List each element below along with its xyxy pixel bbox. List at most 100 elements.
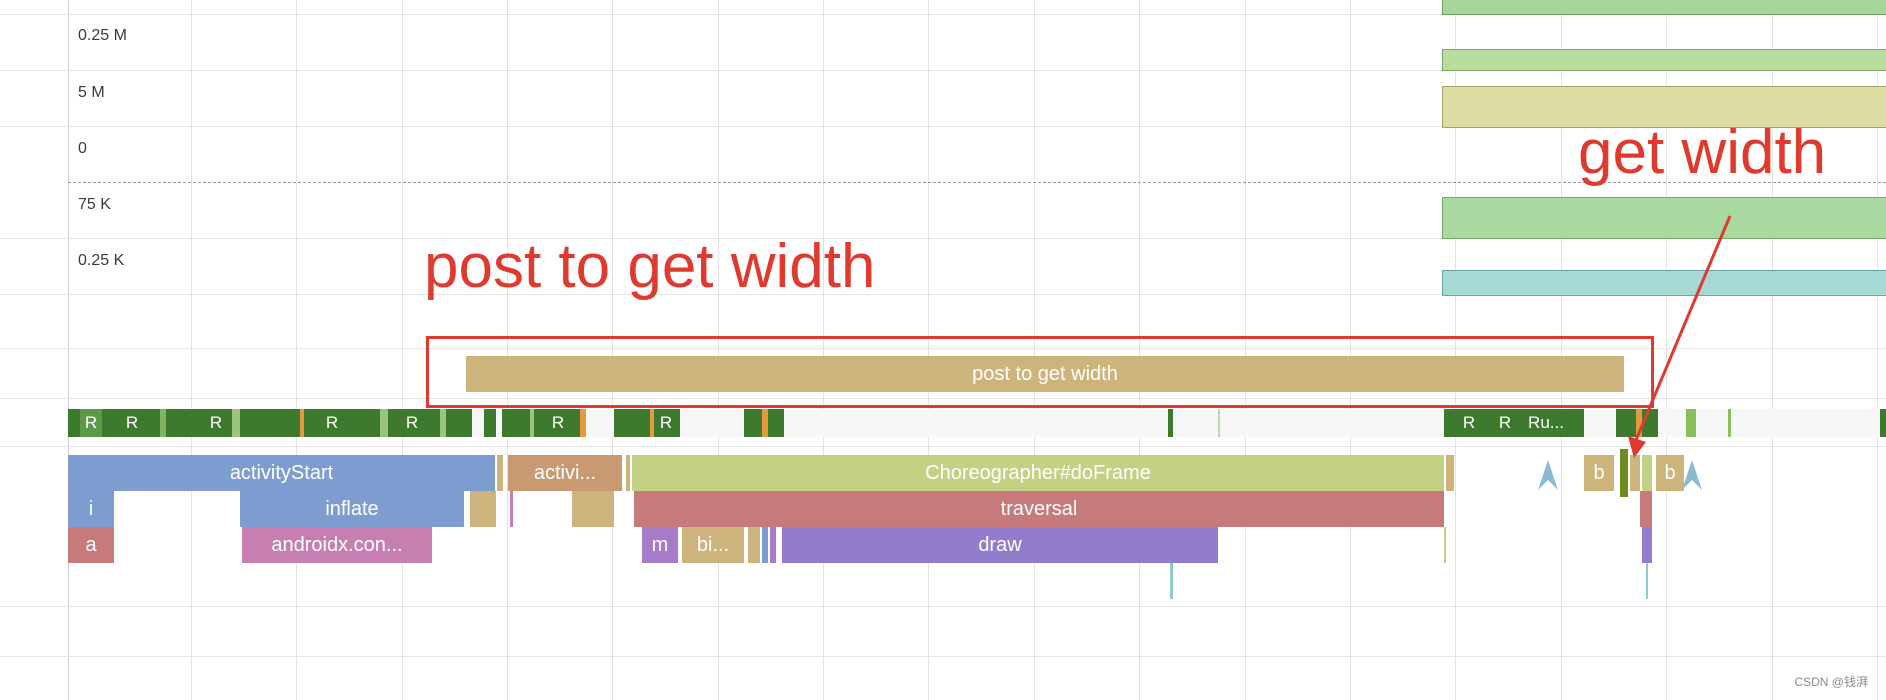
state-runnable[interactable] bbox=[1686, 409, 1696, 437]
grid-line bbox=[191, 0, 192, 700]
flow-arrow-icon[interactable] bbox=[1536, 458, 1560, 492]
slice-small[interactable] bbox=[510, 491, 513, 527]
grid-line bbox=[507, 0, 508, 700]
counter-bar[interactable] bbox=[1442, 0, 1886, 15]
row-separator bbox=[0, 14, 1886, 15]
row-separator bbox=[0, 446, 1886, 447]
slice-small[interactable] bbox=[497, 455, 503, 491]
state-running[interactable] bbox=[1880, 409, 1886, 437]
state-runnable[interactable] bbox=[650, 409, 656, 437]
state-label: R bbox=[1494, 409, 1516, 437]
annotation-highlight-box bbox=[426, 336, 1654, 408]
state-label: R bbox=[204, 409, 228, 437]
state-runnable[interactable] bbox=[440, 409, 446, 437]
state-running[interactable] bbox=[1168, 409, 1173, 437]
slice-inflate[interactable]: inflate bbox=[240, 491, 464, 527]
axis-label: 0 bbox=[78, 140, 87, 157]
grid-line bbox=[612, 0, 613, 700]
axis-label: 0.25 M bbox=[78, 27, 127, 44]
slice-b[interactable]: b bbox=[1656, 455, 1684, 491]
grid-line bbox=[1772, 0, 1773, 700]
slice-small[interactable] bbox=[572, 491, 614, 527]
axis-label: 75 K bbox=[78, 196, 111, 213]
axis-label: 5 M bbox=[78, 84, 105, 101]
grid-line bbox=[1245, 0, 1246, 700]
grid-line bbox=[1877, 0, 1878, 700]
row-separator bbox=[0, 656, 1886, 657]
state-runnable[interactable] bbox=[580, 409, 586, 437]
grid-line bbox=[1350, 0, 1351, 700]
grid-line bbox=[296, 0, 297, 700]
slice-small[interactable] bbox=[1642, 527, 1652, 563]
grid-line bbox=[1139, 0, 1140, 700]
counter-baseline bbox=[68, 182, 1886, 183]
slice-bi[interactable]: bi... bbox=[682, 527, 744, 563]
slice-small[interactable] bbox=[1642, 455, 1652, 491]
row-separator bbox=[0, 348, 1886, 349]
state-runnable[interactable] bbox=[762, 409, 768, 437]
state-runnable[interactable] bbox=[160, 409, 166, 437]
counter-bar[interactable] bbox=[1442, 270, 1886, 296]
slice-activity-truncated[interactable]: activi... bbox=[508, 455, 622, 491]
slice-small[interactable] bbox=[1446, 455, 1454, 491]
axis-label: 0.25 K bbox=[78, 252, 125, 269]
state-label: R bbox=[1458, 409, 1480, 437]
slice-activity-start[interactable]: activityStart bbox=[68, 455, 495, 491]
state-label: R bbox=[654, 409, 678, 437]
state-runnable[interactable] bbox=[1218, 409, 1220, 437]
slice-small[interactable] bbox=[762, 527, 768, 563]
grid-line bbox=[402, 0, 403, 700]
state-runnable[interactable] bbox=[1636, 409, 1642, 437]
slice-small[interactable] bbox=[1630, 455, 1640, 491]
state-gap bbox=[496, 409, 502, 437]
slice-m[interactable]: m bbox=[642, 527, 678, 563]
slice-small[interactable] bbox=[748, 527, 760, 563]
slice-traversal[interactable]: traversal bbox=[634, 491, 1444, 527]
slice-draw[interactable]: draw bbox=[782, 527, 1218, 563]
watermark: CSDN @钱湃 bbox=[1794, 675, 1868, 689]
state-label: R bbox=[120, 409, 144, 437]
row-separator bbox=[0, 398, 1886, 399]
slice-small[interactable] bbox=[770, 527, 776, 563]
slice-androidx[interactable]: androidx.con... bbox=[242, 527, 432, 563]
slice-small[interactable] bbox=[1640, 491, 1652, 527]
counter-bar[interactable] bbox=[1442, 197, 1886, 239]
state-label: Ru... bbox=[1524, 409, 1568, 437]
flow-arrow-icon[interactable] bbox=[1680, 458, 1704, 492]
slice-choreographer-doframe[interactable]: Choreographer#doFrame bbox=[632, 455, 1444, 491]
slice-small[interactable] bbox=[1646, 563, 1648, 599]
state-runnable[interactable] bbox=[300, 409, 304, 437]
grid-line bbox=[1455, 0, 1456, 700]
grid-line bbox=[718, 0, 719, 700]
counter-bar[interactable] bbox=[1442, 86, 1886, 128]
grid-line bbox=[1034, 0, 1035, 700]
slice-i[interactable]: i bbox=[68, 491, 114, 527]
grid-line bbox=[1666, 0, 1667, 700]
slice-small[interactable] bbox=[470, 491, 496, 527]
state-runnable[interactable] bbox=[1728, 409, 1731, 437]
state-runnable[interactable] bbox=[232, 409, 240, 437]
annotation-get-width: get width bbox=[1578, 118, 1827, 187]
grid-line bbox=[1561, 0, 1562, 700]
row-separator bbox=[0, 294, 1886, 295]
state-label: R bbox=[80, 409, 102, 437]
state-runnable[interactable] bbox=[380, 409, 388, 437]
slice-a[interactable]: a bbox=[68, 527, 114, 563]
slice-b[interactable]: b bbox=[1584, 455, 1614, 491]
grid-line bbox=[68, 0, 69, 700]
counter-bar[interactable] bbox=[1442, 49, 1886, 71]
row-separator bbox=[0, 606, 1886, 607]
grid-line bbox=[823, 0, 824, 700]
slice-small[interactable] bbox=[626, 455, 630, 491]
grid-line bbox=[928, 0, 929, 700]
slice-get-width[interactable] bbox=[1620, 449, 1628, 497]
slice-small[interactable] bbox=[1170, 563, 1173, 599]
state-runnable[interactable] bbox=[530, 409, 534, 437]
slice-post-to-get-width[interactable]: post to get width bbox=[466, 356, 1624, 392]
slice-small[interactable] bbox=[1444, 527, 1446, 563]
state-label: R bbox=[320, 409, 344, 437]
state-label: R bbox=[400, 409, 424, 437]
row-separator bbox=[0, 70, 1886, 71]
row-separator bbox=[0, 238, 1886, 239]
